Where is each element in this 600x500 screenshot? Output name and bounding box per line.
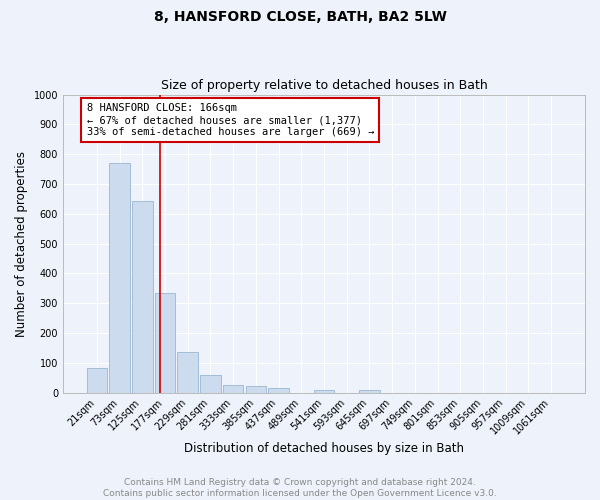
Bar	[132, 200, 152, 392]
Bar	[314, 390, 334, 392]
Bar	[155, 293, 175, 392]
Text: Contains HM Land Registry data © Crown copyright and database right 2024.
Contai: Contains HM Land Registry data © Crown c…	[103, 478, 497, 498]
Bar	[86, 368, 107, 392]
X-axis label: Distribution of detached houses by size in Bath: Distribution of detached houses by size …	[184, 442, 464, 455]
Text: 8, HANSFORD CLOSE, BATH, BA2 5LW: 8, HANSFORD CLOSE, BATH, BA2 5LW	[154, 10, 446, 24]
Bar	[245, 386, 266, 392]
Bar	[200, 374, 221, 392]
Text: 8 HANSFORD CLOSE: 166sqm
← 67% of detached houses are smaller (1,377)
33% of sem: 8 HANSFORD CLOSE: 166sqm ← 67% of detach…	[86, 104, 374, 136]
Title: Size of property relative to detached houses in Bath: Size of property relative to detached ho…	[161, 79, 487, 92]
Bar	[109, 163, 130, 392]
Bar	[268, 388, 289, 392]
Y-axis label: Number of detached properties: Number of detached properties	[15, 150, 28, 336]
Bar	[223, 385, 244, 392]
Bar	[178, 352, 198, 393]
Bar	[359, 390, 380, 392]
